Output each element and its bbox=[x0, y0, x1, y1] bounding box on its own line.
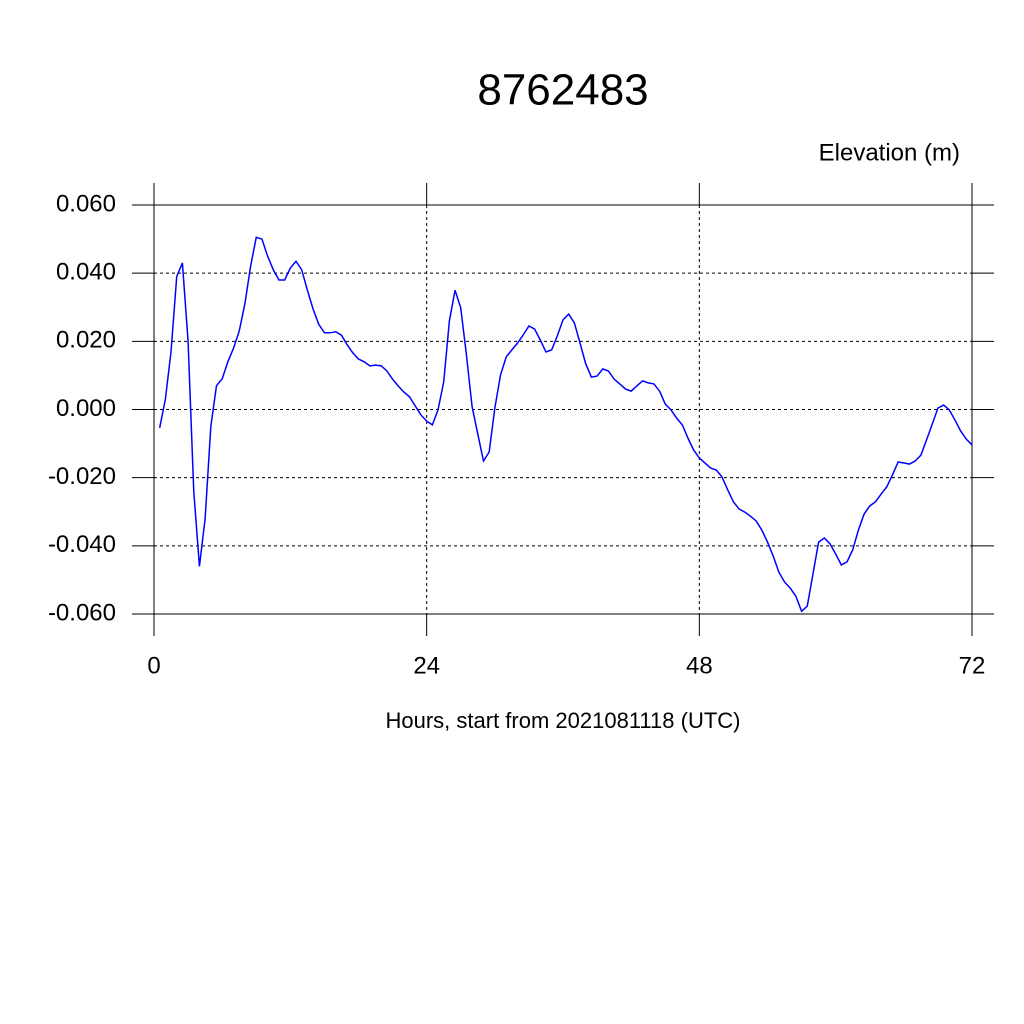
chart-title: 8762483 bbox=[477, 66, 648, 115]
y-tick-label: -0.040 bbox=[48, 531, 116, 558]
x-tick-label: 0 bbox=[147, 652, 160, 679]
data-line bbox=[158, 236, 973, 613]
x-tick-label: 24 bbox=[413, 652, 440, 679]
y-tick-label: 0.040 bbox=[56, 259, 116, 286]
y-axis-label: Elevation (m) bbox=[819, 139, 960, 166]
y-tick-label: -0.020 bbox=[48, 463, 116, 490]
y-tick-label: 0.000 bbox=[56, 395, 116, 422]
x-tick-label: 48 bbox=[686, 652, 713, 679]
y-tick-label: -0.060 bbox=[48, 599, 116, 626]
y-tick-label: 0.060 bbox=[56, 190, 116, 217]
x-axis-label: Hours, start from 2021081118 (UTC) bbox=[386, 708, 741, 733]
x-tick-label: 72 bbox=[959, 652, 986, 679]
y-tick-label: 0.020 bbox=[56, 327, 116, 354]
